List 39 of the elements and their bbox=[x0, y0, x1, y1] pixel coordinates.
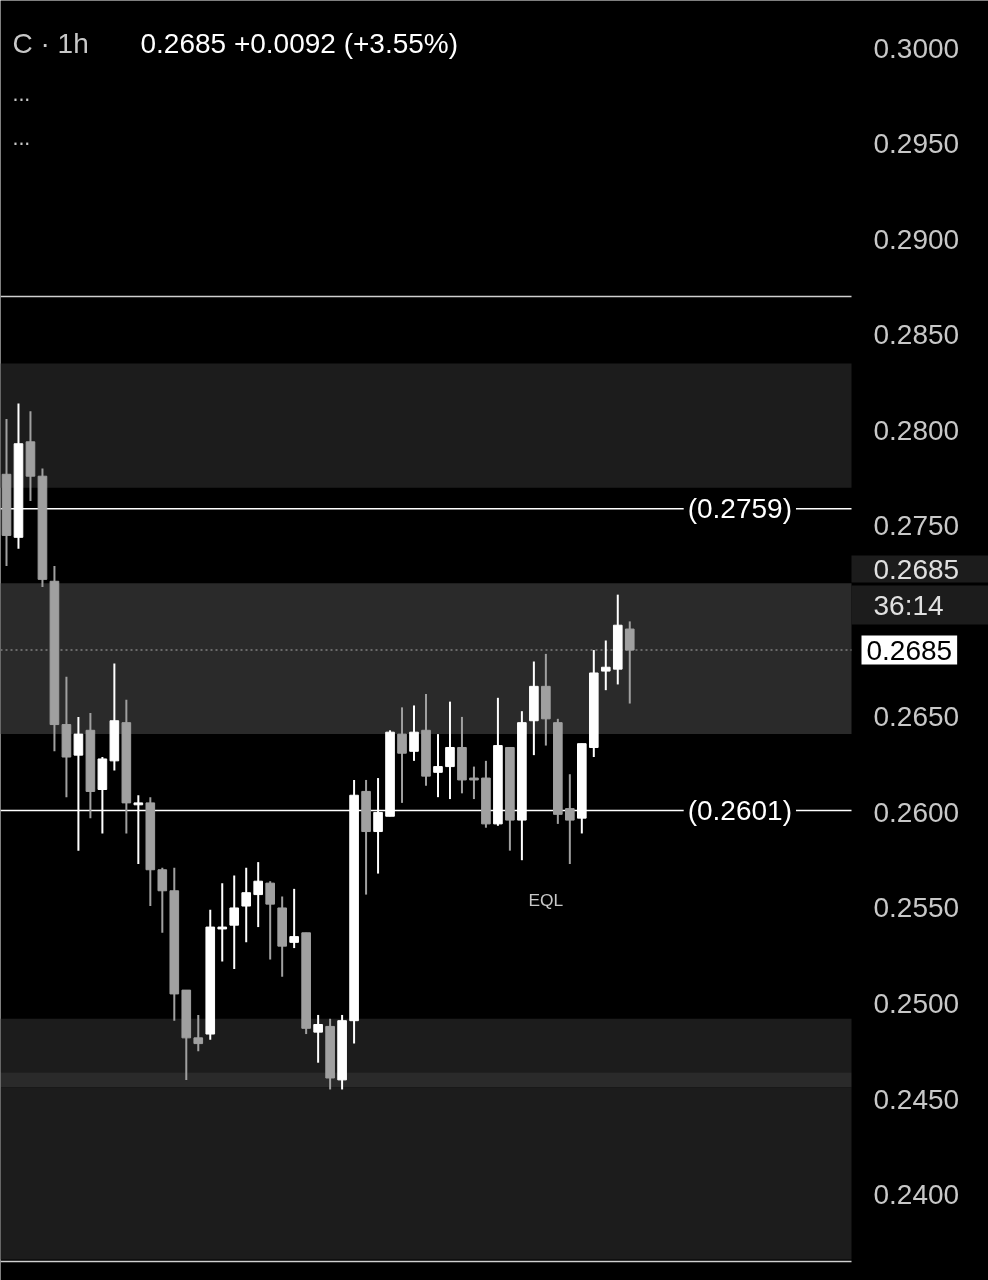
candlestick bbox=[157, 866, 168, 934]
text: 0.2685 +0.0092 (+3.55%) bbox=[140, 27, 459, 59]
candlestick bbox=[469, 765, 479, 801]
y-tick-label: 0.2650 bbox=[873, 701, 960, 733]
ref-line-label: (0.2601) bbox=[687, 795, 792, 827]
annotation: EQL bbox=[528, 890, 564, 911]
candlestick bbox=[600, 639, 611, 692]
annotation: ... bbox=[12, 125, 31, 150]
candlestick bbox=[229, 874, 240, 971]
y-tick-label: 0.2900 bbox=[873, 223, 960, 255]
y-tick-label: 0.2800 bbox=[873, 414, 960, 446]
candlestick bbox=[565, 773, 575, 866]
candlestick bbox=[624, 620, 635, 705]
text: 0.2685 bbox=[873, 553, 960, 585]
candlestick bbox=[445, 700, 455, 801]
y-tick-label: 0.2550 bbox=[873, 892, 960, 924]
candlestick bbox=[241, 866, 252, 944]
text: C · 1h bbox=[12, 27, 89, 59]
candlestick bbox=[289, 887, 299, 950]
y-tick-label: 0.2450 bbox=[873, 1083, 960, 1115]
ref-line-label: (0.2759) bbox=[687, 493, 792, 525]
y-tick-label: 0.2850 bbox=[873, 319, 960, 351]
y-tick-label: 0.2600 bbox=[873, 796, 960, 828]
candlestick bbox=[397, 706, 407, 804]
y-tick-label: 0.2950 bbox=[873, 128, 960, 160]
candlestick bbox=[217, 882, 228, 963]
y-tick-label: 0.2750 bbox=[873, 510, 960, 542]
y-tick-label: 0.3000 bbox=[873, 32, 960, 64]
candlestick bbox=[409, 704, 419, 762]
ref-line-label: 0.2685 bbox=[866, 634, 953, 666]
annotation: ... bbox=[12, 81, 31, 106]
candlestick bbox=[253, 861, 264, 929]
y-tick-label: 0.2400 bbox=[873, 1179, 960, 1211]
candlestick bbox=[313, 1013, 323, 1064]
text: 36:14 bbox=[873, 589, 944, 621]
candlestick bbox=[193, 1013, 204, 1053]
candlestick bbox=[265, 880, 275, 961]
y-tick-label: 0.2500 bbox=[873, 987, 960, 1019]
candlestick bbox=[433, 733, 443, 799]
